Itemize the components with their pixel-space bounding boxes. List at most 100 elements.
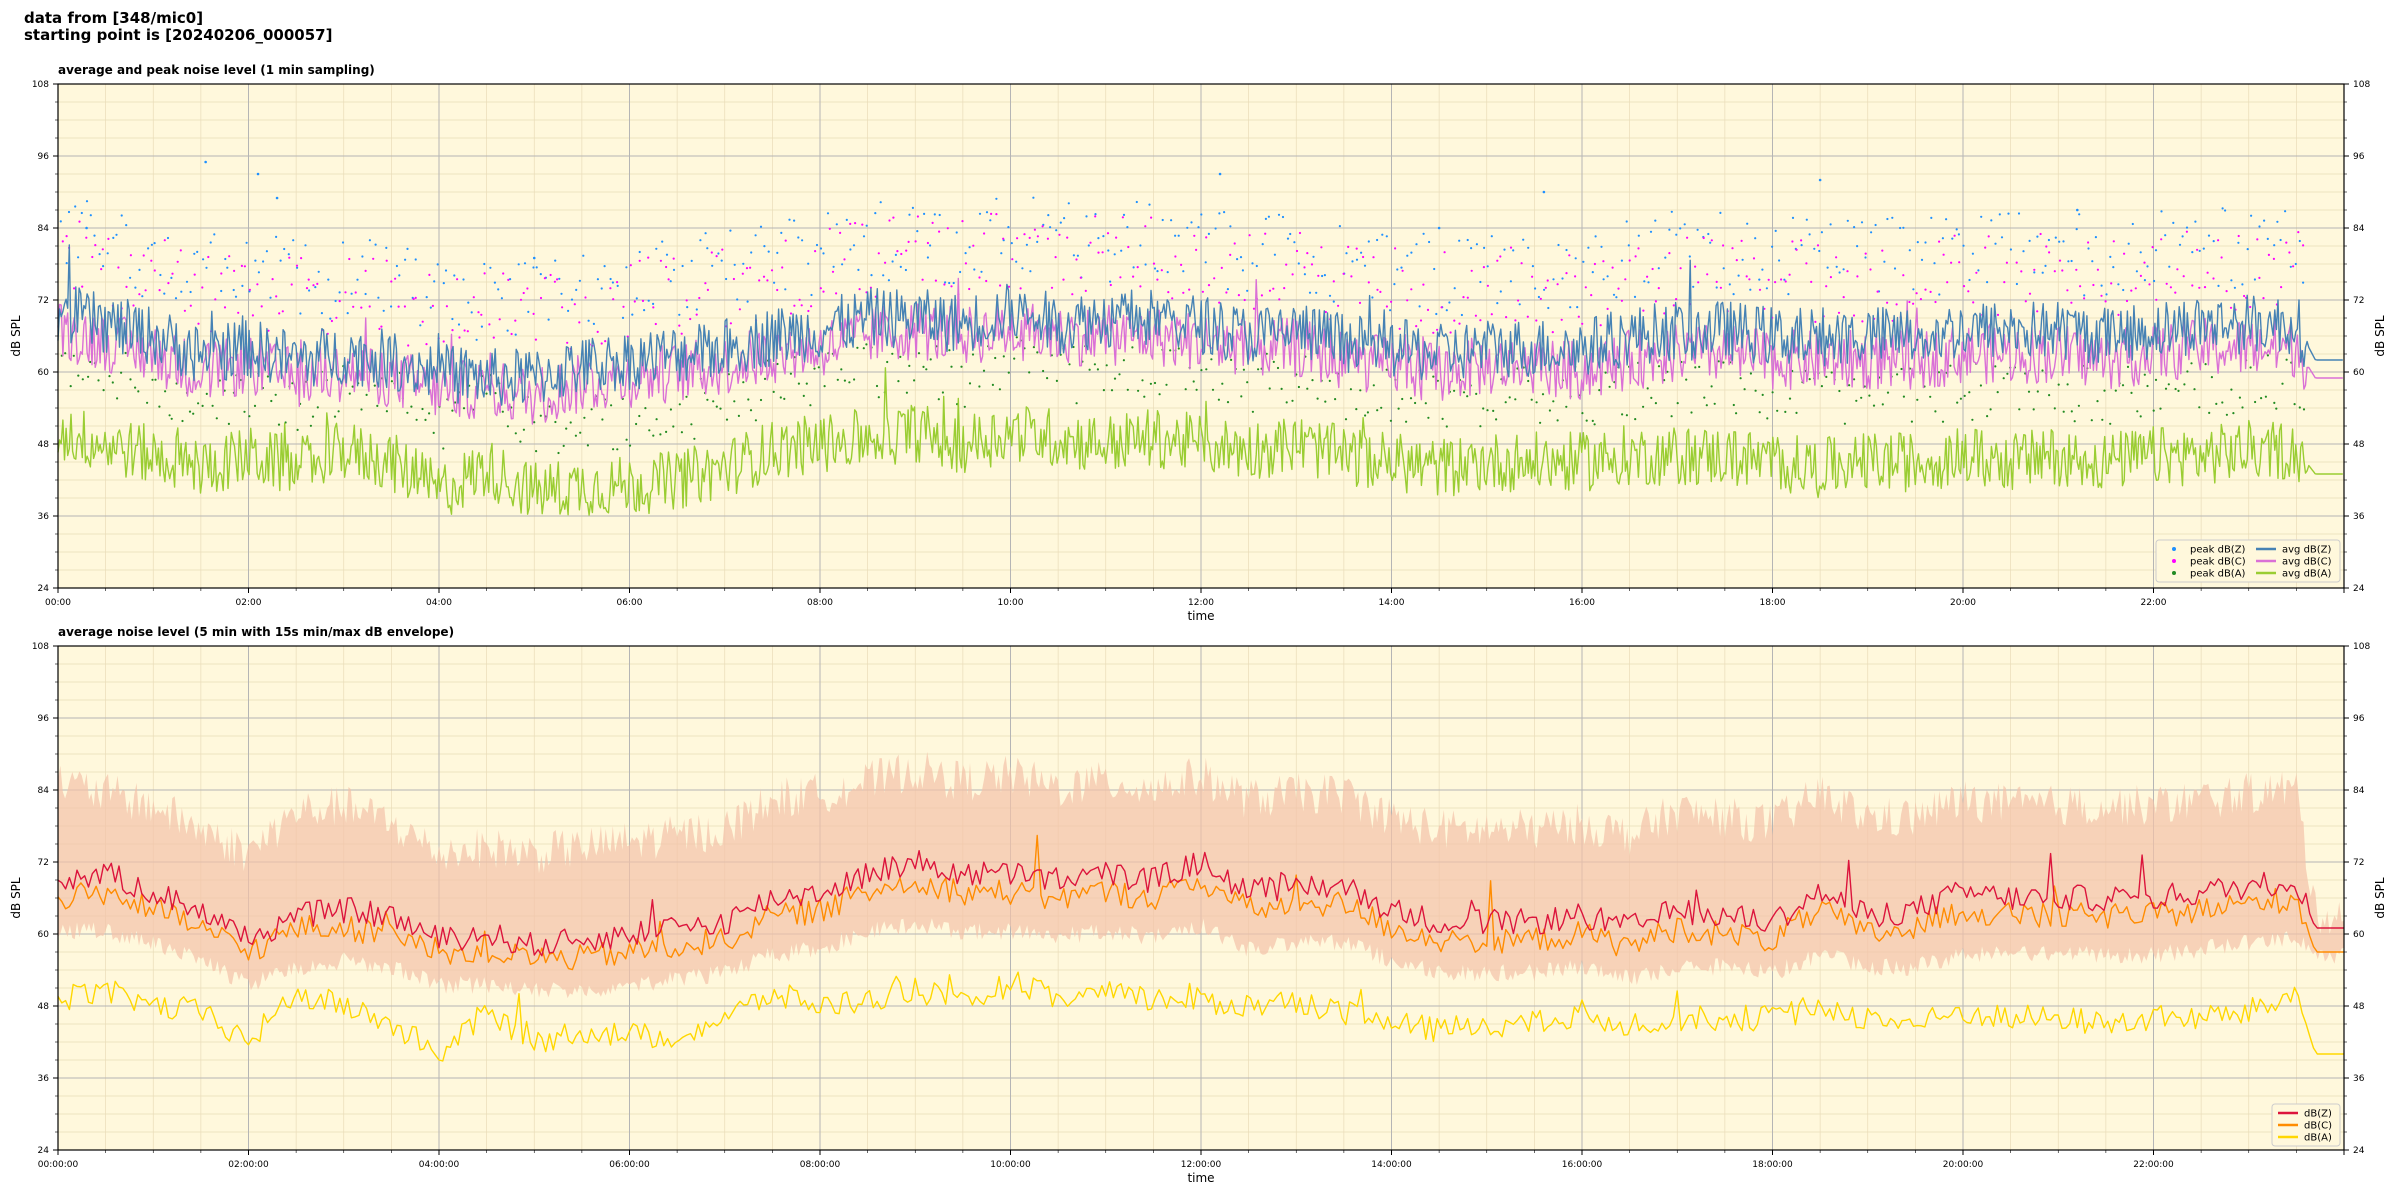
peak-point <box>377 296 380 299</box>
peak-point <box>205 392 208 395</box>
peak-point <box>879 201 882 204</box>
peak-point <box>116 397 119 400</box>
peak-point <box>1436 328 1439 331</box>
peak-point <box>1306 387 1309 390</box>
peak-point <box>793 304 796 307</box>
peak-point <box>1526 315 1529 318</box>
peak-point <box>1987 235 1990 238</box>
peak-point <box>2207 234 2211 237</box>
peak-point <box>1470 247 1473 250</box>
peak-point <box>1422 232 1425 235</box>
peak-point <box>659 433 662 436</box>
peak-point <box>1577 315 1580 318</box>
peak-point <box>1946 281 1949 284</box>
peak-point <box>431 304 434 307</box>
peak-point <box>1363 264 1367 267</box>
peak-point <box>316 406 319 409</box>
peak-point <box>1007 226 1010 229</box>
peak-point <box>299 312 302 315</box>
peak-point <box>900 252 903 256</box>
peak-point <box>1460 313 1463 317</box>
peak-point <box>270 399 273 403</box>
peak-point <box>485 392 488 395</box>
peak-point <box>1367 281 1370 284</box>
peak-point <box>277 423 281 426</box>
peak-point <box>1861 320 1864 323</box>
peak-point <box>2058 259 2062 262</box>
peak-point <box>1795 248 1798 251</box>
peak-point <box>1453 319 1456 322</box>
peak-point <box>776 251 779 254</box>
peak-point <box>2062 410 2065 413</box>
peak-point <box>1986 415 1989 418</box>
peak-point <box>1226 401 1230 404</box>
peak-point <box>1820 385 1823 388</box>
peak-point <box>77 374 80 377</box>
peak-point <box>2077 404 2080 407</box>
peak-point <box>1156 278 1159 281</box>
peak-point <box>2100 284 2103 287</box>
peak-point <box>2153 279 2156 283</box>
peak-point <box>1548 409 1551 412</box>
peak-point <box>1657 365 1661 368</box>
peak-point <box>1971 418 1974 421</box>
peak-point <box>573 303 576 306</box>
peak-point <box>549 273 552 277</box>
peak-point <box>1829 223 1832 226</box>
peak-point <box>1710 239 1713 242</box>
peak-point <box>747 398 750 401</box>
peak-point <box>1565 248 1568 252</box>
peak-point <box>266 375 269 378</box>
peak-point <box>205 266 208 269</box>
peak-point <box>933 213 936 216</box>
peak-point <box>1293 241 1296 244</box>
x-tick-label: 04:00:00 <box>419 1160 460 1170</box>
peak-point <box>547 318 550 321</box>
peak-point <box>610 404 613 407</box>
peak-point <box>98 253 101 256</box>
peak-point <box>1838 271 1841 274</box>
peak-point <box>1637 234 1640 237</box>
peak-point <box>762 275 766 278</box>
peak-point <box>241 284 244 287</box>
peak-point <box>1953 234 1956 237</box>
peak-point <box>1791 216 1795 219</box>
peak-point <box>826 212 830 215</box>
peak-point <box>2221 401 2224 404</box>
peak-point <box>533 421 536 424</box>
peak-point <box>2237 234 2240 238</box>
peak-point <box>1574 257 1577 260</box>
y-tick-label: 108 <box>32 80 49 90</box>
peak-point <box>711 264 714 267</box>
peak-point <box>1977 269 1980 272</box>
peak-point <box>1317 274 1320 277</box>
peak-point <box>2079 285 2082 288</box>
peak-point <box>1230 358 1233 361</box>
peak-point <box>442 340 445 343</box>
peak-point <box>1975 271 1978 274</box>
y-tick-label: 72 <box>2353 858 2364 868</box>
y-tick-label: 48 <box>38 1002 50 1012</box>
peak-point <box>2198 286 2201 289</box>
peak-point <box>1424 402 1427 405</box>
peak-point <box>397 305 400 308</box>
peak-point <box>1396 268 1399 271</box>
peak-point <box>215 417 218 420</box>
peak-point <box>845 218 848 221</box>
peak-point <box>1902 274 1905 277</box>
peak-point <box>2182 275 2185 278</box>
peak-point <box>1791 240 1794 243</box>
peak-point <box>625 438 628 441</box>
peak-point <box>793 219 796 222</box>
y-tick-label: 108 <box>32 642 49 652</box>
peak-point <box>171 272 174 275</box>
peak-point <box>2172 221 2175 224</box>
peak-point <box>1956 401 1959 404</box>
peak-point <box>611 281 615 284</box>
peak-point <box>685 395 688 398</box>
peak-point <box>124 351 127 355</box>
peak-point <box>2177 389 2180 392</box>
peak-point <box>2229 306 2233 309</box>
peak-point <box>2131 222 2134 226</box>
peak-point <box>2033 271 2036 274</box>
